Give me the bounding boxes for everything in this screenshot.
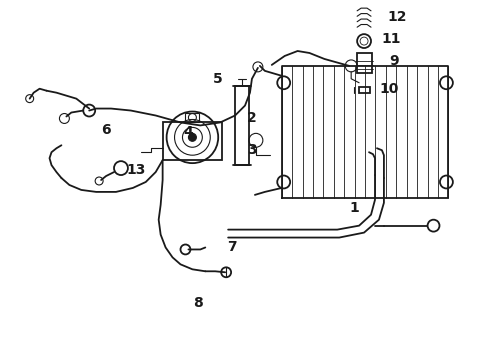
Bar xyxy=(358,87,369,93)
Text: 12: 12 xyxy=(386,10,406,24)
Bar xyxy=(356,53,371,73)
Bar xyxy=(163,122,222,160)
Text: 10: 10 xyxy=(378,82,398,96)
Text: 4: 4 xyxy=(183,125,193,139)
Text: 13: 13 xyxy=(126,163,145,177)
Text: 9: 9 xyxy=(388,54,398,68)
Text: 6: 6 xyxy=(101,123,111,138)
Text: 11: 11 xyxy=(380,32,400,46)
Text: 5: 5 xyxy=(213,72,223,86)
Text: 7: 7 xyxy=(227,240,236,255)
Circle shape xyxy=(188,133,196,141)
Text: 1: 1 xyxy=(348,201,358,215)
Text: 3: 3 xyxy=(246,143,256,157)
Bar xyxy=(185,113,199,122)
Text: 8: 8 xyxy=(193,296,203,310)
Text: 2: 2 xyxy=(246,112,256,126)
Bar xyxy=(235,86,248,165)
